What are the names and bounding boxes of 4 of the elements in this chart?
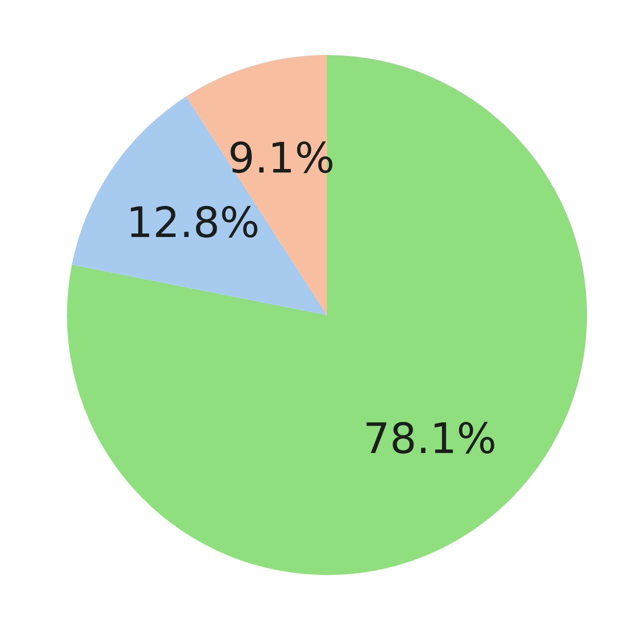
data-label: 78.1% [363, 414, 497, 464]
data-label: 12.8% [126, 198, 260, 247]
pie-slice [68, 55, 587, 575]
data-label: 9.1% [228, 134, 335, 183]
